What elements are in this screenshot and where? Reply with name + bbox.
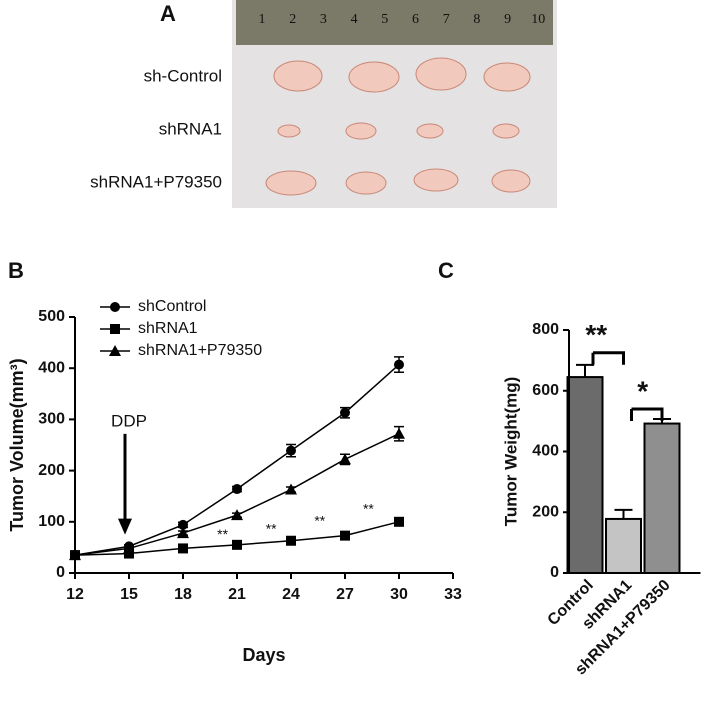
y-tick-label: 400 — [532, 443, 559, 460]
panel-label: C — [438, 258, 454, 283]
marker — [69, 549, 81, 561]
ruler-number: 2 — [289, 12, 296, 27]
ruler-number: 9 — [504, 12, 511, 27]
bracket — [591, 351, 625, 365]
marker — [285, 483, 297, 495]
arrow-head — [118, 518, 132, 535]
annotation: DDP — [111, 411, 147, 430]
legend-label: shRNA1 — [138, 320, 198, 337]
y-tick-label: 0 — [550, 564, 559, 581]
legend-label: shRNA1+P79350 — [138, 342, 262, 359]
marker — [340, 530, 350, 541]
ruler-number: 5 — [381, 12, 388, 27]
marker — [393, 427, 405, 439]
y-tick-label: 600 — [532, 382, 559, 399]
y-tick-label: 500 — [38, 308, 65, 325]
marker — [232, 484, 242, 495]
legend-marker — [110, 302, 120, 312]
significance: ** — [363, 501, 374, 517]
y-tick-label: 800 — [532, 321, 559, 338]
x-tick-label: 30 — [390, 586, 408, 603]
x-tick-label: 33 — [444, 586, 462, 603]
bar — [566, 376, 604, 574]
y-axis-title: Tumor Weight(mg) — [501, 377, 520, 527]
x-tick-label: 27 — [336, 586, 354, 603]
marker — [340, 407, 350, 418]
ruler-number: 6 — [412, 12, 419, 27]
ruler-number: 3 — [320, 12, 327, 27]
ruler-number: 7 — [443, 12, 450, 27]
panel-label: A — [160, 1, 176, 26]
legend-marker — [110, 324, 120, 334]
panel-label: B — [8, 258, 24, 283]
marker — [339, 453, 351, 465]
x-tick-label: 21 — [228, 586, 246, 603]
ruler-number: 8 — [473, 12, 480, 27]
marker — [123, 542, 135, 554]
y-tick-label: 200 — [38, 462, 65, 479]
bar — [643, 422, 681, 574]
ruler-number: 1 — [259, 12, 266, 27]
row-label: shRNA1+P79350 — [90, 172, 222, 191]
marker — [286, 535, 296, 546]
x-tick-label: 12 — [66, 586, 84, 603]
axis — [74, 317, 453, 574]
marker — [124, 548, 134, 559]
ruler — [236, 0, 553, 45]
marker — [286, 445, 296, 456]
legend-label: shControl — [138, 298, 206, 315]
x-tick-label: 24 — [282, 586, 300, 603]
tumors — [265, 57, 531, 196]
y-tick-label: 200 — [532, 503, 559, 520]
ruler-number: 10 — [531, 12, 545, 27]
significance: ** — [217, 526, 228, 542]
row-label: sh-Control — [144, 66, 222, 85]
marker — [394, 359, 404, 370]
bracket — [630, 407, 664, 421]
axis — [568, 330, 701, 574]
x-tick-label: 18 — [174, 586, 192, 603]
row-label: shRNA1 — [159, 119, 222, 138]
x-axis-title: Days — [242, 645, 285, 665]
bar — [605, 517, 642, 574]
photo-labels: 1 2 3 4 5 6 7 8 9 10 sh-Control shRNA1 shRNA1+P79350 — [90, 12, 545, 191]
error-bar — [614, 508, 633, 519]
y-tick-label: 100 — [38, 513, 65, 530]
y-tick-label: 400 — [38, 359, 65, 376]
marker — [394, 516, 404, 527]
marker — [178, 543, 188, 554]
marker — [232, 539, 242, 550]
significance: ** — [585, 319, 607, 350]
error-bar — [576, 363, 594, 378]
legend-marker — [109, 345, 121, 356]
line-chart: B 0 100 200 300 400 500 12 15 18 21 24 27 30 33 Days Tum… — [7, 258, 462, 665]
marker — [177, 527, 189, 539]
marker — [231, 509, 243, 521]
significance: ** — [266, 521, 277, 537]
x-tick-label: 15 — [120, 586, 138, 603]
y-axis-title: Tumor Volume(mm³) — [7, 358, 27, 531]
significance: ** — [314, 513, 325, 529]
significance: * — [637, 375, 648, 406]
ruler-number: 4 — [351, 12, 358, 27]
marker — [178, 519, 188, 530]
y-tick-label: 0 — [56, 564, 65, 581]
y-tick-label: 300 — [38, 411, 65, 428]
